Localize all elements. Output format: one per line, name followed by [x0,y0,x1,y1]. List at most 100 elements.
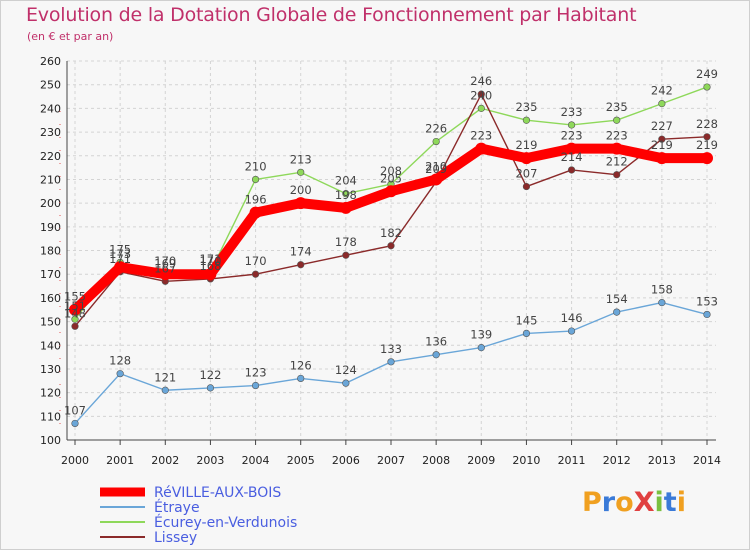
logo-letter: o [615,487,634,518]
data-label: 133 [380,342,402,356]
data-label: 170 [199,254,221,268]
x-tick-label: 2008 [422,454,450,467]
legend-label: RéVILLE-AUX-BOIS [154,485,281,501]
data-point [522,182,531,191]
data-label: 219 [651,138,673,152]
y-tick-label: 120 [40,387,61,400]
x-tick-label: 2013 [648,454,676,467]
data-label: 210 [245,159,267,173]
data-point [342,251,350,259]
data-point [385,185,397,198]
y-tick-label: 200 [40,197,61,210]
data-label: 235 [515,100,537,114]
data-point [522,329,531,338]
proxiti-logo: ProXiti [582,487,686,518]
data-point [339,201,352,214]
data-point [520,152,533,165]
data-point [251,175,260,184]
data-point [613,171,621,179]
data-label: 227 [651,119,673,133]
data-label: 107 [64,403,86,417]
data-label: 148 [64,306,86,320]
data-label: 207 [515,167,537,181]
x-tick-label: 2007 [377,454,405,467]
data-label: 128 [109,354,131,368]
x-tick-label: 2003 [196,454,224,467]
data-label: 175 [109,242,131,256]
data-point [206,384,215,392]
y-tick-label: 230 [40,126,61,139]
data-point [475,142,488,155]
data-label: 249 [696,67,718,81]
data-point [522,116,531,124]
data-point [655,152,668,165]
data-label: 223 [606,129,628,143]
data-point [703,133,711,141]
x-tick-label: 2009 [467,454,495,467]
data-label: 170 [245,254,267,268]
x-tick-label: 2004 [242,454,270,467]
data-point [387,358,395,366]
data-label: 145 [515,313,537,327]
y-tick-label: 170 [40,268,61,281]
data-point [430,173,443,186]
data-label: 198 [335,188,357,202]
y-tick-label: 150 [40,316,61,329]
data-point [703,83,711,91]
data-label: 226 [425,122,447,136]
data-label: 205 [380,171,402,185]
legend-label: Étraye [154,499,200,516]
logo-letter: i [676,487,686,518]
data-label: 158 [651,283,673,297]
data-label: 223 [470,129,492,143]
data-point [658,100,666,108]
legend-label: Écurey-en-Verdunois [154,514,297,531]
data-point [432,351,440,359]
y-tick-label: 180 [40,245,61,258]
x-tick-label: 2005 [287,454,315,467]
data-label: 200 [290,183,312,197]
data-label: 182 [380,226,402,240]
logo-letter: i [654,487,664,518]
logo-letter: t [663,487,677,518]
data-point [432,137,440,146]
data-point [613,116,621,124]
data-point [251,381,260,390]
data-label: 168 [199,259,221,273]
data-label: 210 [425,159,447,173]
x-tick-label: 2001 [106,454,134,467]
y-tick-label: 220 [40,150,61,163]
data-point [613,308,621,316]
x-tick-label: 2011 [558,454,586,467]
data-label: 169 [154,257,176,271]
data-point [567,121,576,129]
data-point [251,270,260,278]
y-tick-label: 250 [40,79,61,92]
data-point [477,344,485,352]
chart-subtitle: (en € et par an) [27,30,114,43]
data-point [567,166,576,174]
data-label: 123 [245,366,267,380]
data-label: 153 [696,294,718,308]
data-point [69,303,81,316]
data-point [297,374,305,383]
data-label: 178 [335,235,357,249]
legend-label: Lissey [154,530,197,546]
data-point [567,327,576,335]
y-tick-label: 160 [40,292,61,305]
data-point [297,261,305,269]
data-point [477,104,485,112]
data-point [703,310,711,319]
data-label: 233 [561,105,583,119]
data-point [565,142,578,155]
data-label: 240 [470,88,492,102]
data-point [114,261,127,274]
logo-letter: r [601,487,616,518]
y-tick-label: 100 [40,434,61,447]
data-label: 171 [199,252,221,266]
x-tick-label: 2010 [512,454,540,467]
data-label: 136 [425,335,447,349]
data-point [71,419,79,428]
data-label: 126 [290,358,312,372]
x-tick-label: 2012 [603,454,631,467]
